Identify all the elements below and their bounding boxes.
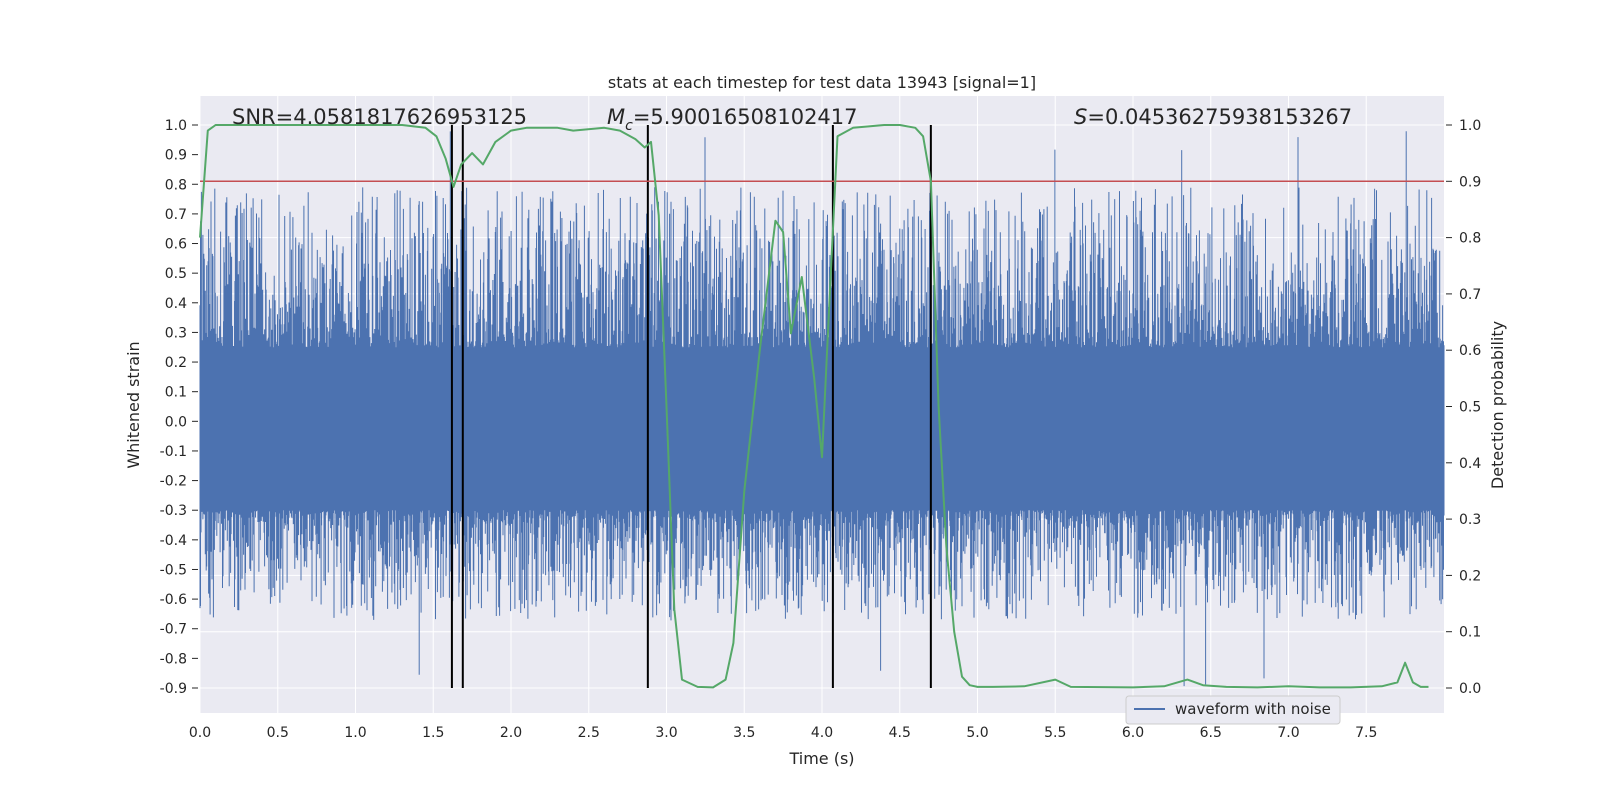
y-tick-label: 0.1 (165, 385, 187, 401)
y-tick-label: -0.1 (160, 444, 187, 460)
y-tick-label: 0.7 (165, 207, 187, 223)
chirp-mass-value: =5.90016508102417 (633, 105, 858, 129)
y2-tick-label: 0.3 (1459, 512, 1481, 528)
tick-labels: 0.0 0.5 1.0 1.5 2.0 2.5 3.0 3.5 4.0 4.5 5.0 5.5 6.0 6… (160, 118, 1482, 741)
y2-tick-label: 0.0 (1459, 681, 1481, 697)
x-tick-label: 3.0 (655, 725, 677, 741)
x-tick-label: 0.0 (189, 725, 211, 741)
y2-tick-label: 0.4 (1459, 456, 1481, 472)
y2-tick-label: 0.7 (1459, 287, 1481, 303)
probability-line (199, 124, 1429, 689)
y2-tick-label: 0.1 (1459, 625, 1481, 641)
waveform-trace (199, 131, 1445, 687)
s-annotation: S=0.04536275938153267 (1074, 105, 1352, 129)
y2-tick-label: 0.2 (1459, 568, 1481, 584)
s-value: =0.04536275938153267 (1087, 105, 1352, 129)
y-tick-label: -0.5 (160, 562, 187, 578)
legend: waveform with noise (1125, 695, 1341, 725)
y-tick-label: 1.0 (165, 118, 187, 134)
y2-tick-label: 1.0 (1459, 118, 1481, 134)
y2-axis-label: Detection probability (1488, 321, 1507, 489)
x-tick-label: 2.5 (578, 725, 600, 741)
x-tick-label: 7.5 (1355, 725, 1377, 741)
x-tick-label: 1.5 (422, 725, 444, 741)
y-tick-label: 0.6 (165, 237, 187, 253)
y-tick-label: 0.2 (165, 355, 187, 371)
y2-tick-label: 0.8 (1459, 231, 1481, 247)
x-tick-label: 6.0 (1122, 725, 1144, 741)
y-tick-label: 0.4 (165, 296, 187, 312)
y-tick-label: 0.8 (165, 177, 187, 193)
snr-annotation: SNR=4.0581817626953125 (232, 105, 527, 129)
legend-box (1125, 695, 1341, 725)
chirp-mass-symbol: M (607, 105, 625, 129)
y-tick-label: 0.3 (165, 325, 187, 341)
y-tick-label: -0.3 (160, 503, 187, 519)
x-axis-label: Time (s) (788, 749, 854, 768)
y-tick-label: -0.4 (160, 533, 187, 549)
x-tick-label: 3.5 (733, 725, 755, 741)
chirp-mass-annotation: Mc=5.90016508102417 (607, 105, 858, 134)
x-tick-label: 5.0 (966, 725, 988, 741)
marker-lines (450, 125, 932, 688)
y-axis-label: Whitened strain (124, 341, 143, 468)
legend-entry-waveform: waveform with noise (1175, 700, 1331, 718)
chart-title: stats at each timestep for test data 139… (608, 73, 1036, 92)
y-tick-label: -0.7 (160, 622, 187, 638)
y-tick-label: 0.0 (165, 414, 187, 430)
chirp-mass-subscript: c (625, 118, 633, 134)
x-tick-label: 5.5 (1044, 725, 1066, 741)
x-tick-label: 4.0 (811, 725, 833, 741)
x-tick-label: 1.0 (344, 725, 366, 741)
x-tick-label: 4.5 (889, 725, 911, 741)
y-tick-label: -0.6 (160, 592, 187, 608)
waveform-series (199, 131, 1445, 687)
x-tick-label: 6.5 (1200, 725, 1222, 741)
y-tick-label: 0.9 (165, 148, 187, 164)
x-tick-label: 0.5 (267, 725, 289, 741)
y-tick-label: -0.9 (160, 681, 187, 697)
s-symbol: S (1074, 105, 1087, 129)
x-tick-label: 7.0 (1277, 725, 1299, 741)
probability-series (199, 124, 1429, 689)
y-tick-label: 0.5 (165, 266, 187, 282)
y2-tick-label: 0.9 (1459, 174, 1481, 190)
y-tick-label: -0.2 (160, 474, 187, 490)
y-tick-label: -0.8 (160, 651, 187, 667)
y2-tick-label: 0.5 (1459, 400, 1481, 416)
x-tick-label: 2.0 (500, 725, 522, 741)
y2-tick-label: 0.6 (1459, 343, 1481, 359)
